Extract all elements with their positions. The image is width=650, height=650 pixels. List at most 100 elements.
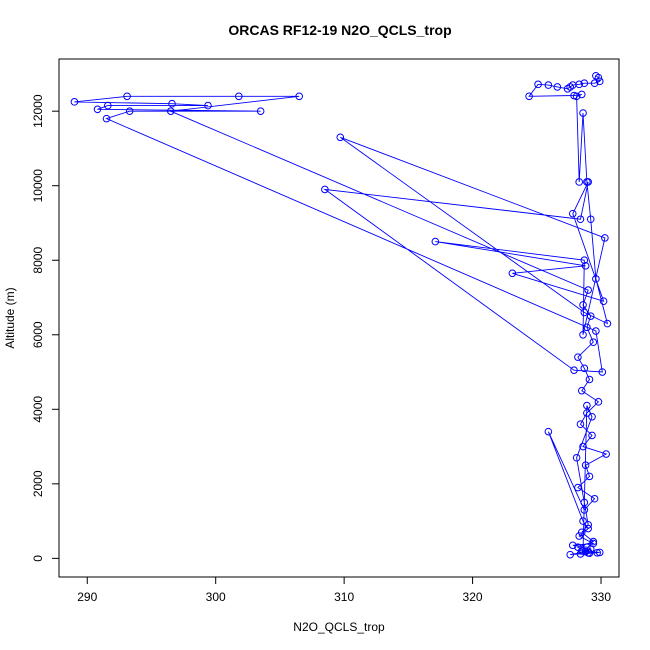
data-point bbox=[595, 77, 604, 86]
x-axis: 290 300 310 320 330 bbox=[77, 577, 611, 604]
data-point bbox=[590, 79, 599, 88]
data-point bbox=[579, 442, 587, 451]
x-axis-label: N2O_QCLS_trop bbox=[293, 620, 385, 634]
y-tick-label: 8000 bbox=[31, 247, 45, 274]
data-point bbox=[579, 109, 587, 117]
data-point bbox=[601, 234, 609, 242]
data-point bbox=[603, 319, 612, 328]
data-point bbox=[321, 185, 329, 194]
series-line bbox=[74, 75, 609, 556]
data-point bbox=[598, 368, 607, 376]
data-point bbox=[580, 498, 589, 507]
data-point bbox=[589, 338, 598, 347]
data-point bbox=[594, 398, 603, 406]
data-point bbox=[104, 101, 112, 110]
y-tick-label: 4000 bbox=[31, 396, 45, 423]
data-point bbox=[574, 483, 582, 492]
data-point bbox=[525, 92, 533, 101]
data-point bbox=[431, 237, 440, 246]
y-axis: 0 2000 4000 6000 8000 10000 12000 bbox=[31, 94, 59, 562]
data-point bbox=[586, 312, 595, 320]
data-point bbox=[574, 543, 582, 551]
data-point bbox=[585, 375, 594, 384]
x-tick-label: 320 bbox=[463, 590, 483, 604]
data-point bbox=[584, 286, 592, 294]
data-point bbox=[581, 461, 590, 470]
data-point bbox=[102, 114, 111, 123]
data-point bbox=[576, 420, 585, 429]
data-point bbox=[584, 178, 592, 186]
data-point bbox=[123, 92, 131, 101]
y-tick-label: 6000 bbox=[31, 321, 45, 348]
data-point bbox=[575, 178, 583, 186]
data-point bbox=[235, 92, 243, 101]
x-tick-label: 290 bbox=[77, 590, 97, 604]
data-point bbox=[590, 494, 599, 503]
data-point bbox=[579, 330, 587, 339]
y-tick-label: 12000 bbox=[31, 94, 45, 128]
data-point bbox=[580, 308, 589, 317]
data-point bbox=[580, 79, 589, 88]
data-point bbox=[204, 101, 212, 110]
data-point bbox=[563, 85, 572, 93]
data-point bbox=[572, 92, 581, 101]
data-point bbox=[70, 98, 79, 106]
series-layer bbox=[70, 71, 612, 559]
data-point bbox=[583, 409, 591, 417]
x-tick-label: 330 bbox=[591, 590, 611, 604]
data-point bbox=[581, 262, 590, 270]
data-point bbox=[588, 431, 596, 440]
y-tick-label: 10000 bbox=[31, 169, 45, 203]
data-point bbox=[568, 541, 577, 550]
data-point bbox=[585, 472, 594, 481]
data-point bbox=[592, 327, 600, 335]
data-point bbox=[572, 453, 581, 462]
data-point bbox=[588, 412, 596, 421]
data-point bbox=[295, 92, 303, 101]
data-point bbox=[577, 386, 586, 395]
data-point bbox=[584, 524, 592, 533]
data-point bbox=[570, 366, 578, 374]
data-point bbox=[584, 548, 592, 557]
data-point bbox=[593, 548, 601, 557]
data-point bbox=[256, 107, 265, 115]
data-point bbox=[580, 506, 589, 514]
data-point bbox=[589, 537, 598, 546]
data-point bbox=[568, 209, 577, 218]
data-point bbox=[166, 107, 175, 115]
x-tick-label: 300 bbox=[206, 590, 226, 604]
data-point bbox=[592, 275, 600, 283]
data-point bbox=[580, 364, 589, 373]
data-point bbox=[594, 73, 603, 82]
data-point bbox=[583, 401, 591, 410]
data-point bbox=[602, 450, 610, 458]
data-point bbox=[168, 99, 176, 108]
data-point bbox=[579, 547, 587, 555]
data-point bbox=[579, 301, 587, 309]
data-point bbox=[566, 550, 574, 559]
data-point bbox=[544, 427, 553, 436]
x-tick-label: 310 bbox=[334, 590, 354, 604]
data-point bbox=[586, 215, 595, 224]
data-point bbox=[583, 323, 591, 332]
data-point bbox=[553, 83, 562, 91]
plot-frame bbox=[58, 58, 620, 578]
data-point bbox=[584, 521, 592, 529]
data-point bbox=[125, 107, 134, 115]
data-point bbox=[595, 548, 604, 557]
chart-title: ORCAS RF12-19 N2O_QCLS_trop bbox=[228, 22, 451, 38]
data-point bbox=[579, 517, 587, 525]
data-point bbox=[577, 90, 586, 99]
data-point bbox=[599, 297, 608, 306]
data-point bbox=[508, 269, 517, 278]
y-tick-label: 0 bbox=[31, 555, 45, 562]
data-point bbox=[576, 215, 585, 224]
data-point bbox=[534, 80, 542, 89]
y-axis-label: Altitude (m) bbox=[3, 287, 17, 348]
data-point bbox=[574, 353, 582, 361]
data-point bbox=[336, 133, 345, 142]
data-point bbox=[577, 528, 586, 537]
y-tick-label: 2000 bbox=[31, 470, 45, 497]
data-point bbox=[580, 256, 589, 265]
